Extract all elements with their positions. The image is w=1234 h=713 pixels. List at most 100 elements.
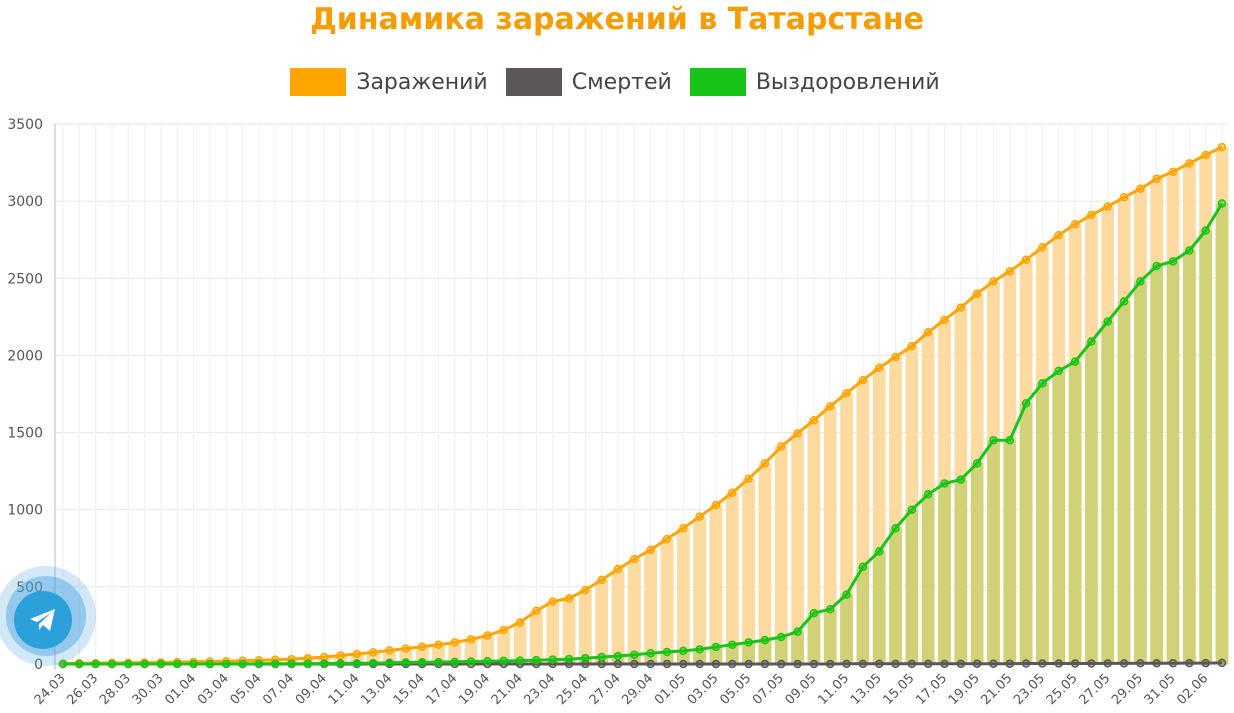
series-line-recovered-point: [205, 659, 215, 669]
bar-recovered: [1199, 230, 1213, 664]
bar-recovered: [693, 649, 707, 664]
x-tick-label: 15.05: [881, 671, 918, 708]
x-tick-label: 05.05: [717, 671, 754, 708]
bar-recovered: [1085, 341, 1098, 664]
series-line-recovered-point: [401, 658, 411, 667]
series-line-infected-point: [907, 341, 917, 351]
x-tick-label: 17.04: [424, 671, 461, 708]
bar-recovered: [791, 631, 804, 664]
y-tick-label: 3500: [7, 117, 43, 133]
series-line-recovered-point: [156, 659, 166, 669]
x-tick-label: 30.03: [130, 671, 167, 708]
series-line-recovered-point: [124, 659, 133, 669]
series-line-infected-point: [417, 642, 427, 651]
bar-recovered: [1182, 250, 1196, 664]
series-line-infected-point: [760, 459, 770, 468]
series-line-recovered-point: [711, 642, 721, 652]
x-tick-label: 21.04: [489, 671, 526, 708]
series-line-deaths-point: [809, 659, 819, 669]
series-line-infected-point: [385, 646, 394, 655]
series-line-recovered-point: [221, 659, 231, 669]
series-line-infected-point: [940, 315, 949, 325]
series-line-infected-point: [368, 648, 378, 657]
series-line-deaths-point: [662, 659, 672, 669]
series-line-recovered-point: [303, 659, 313, 668]
series-line-deaths-point: [1217, 658, 1227, 668]
x-tick-label: 09.05: [783, 671, 820, 708]
x-tick-label: 02.06: [1174, 671, 1211, 708]
series-line-recovered-point: [1087, 337, 1096, 346]
series-line-infected-point: [1217, 142, 1227, 152]
series-line-deaths-point: [825, 659, 835, 669]
bar-recovered: [660, 651, 674, 664]
x-tick-label: 07.04: [260, 671, 297, 708]
bar-recovered: [774, 637, 788, 664]
x-tick-label: 11.04: [326, 671, 363, 708]
series-line-deaths-point: [1152, 658, 1161, 668]
series-line-recovered-point: [613, 651, 623, 661]
bar-recovered: [497, 660, 511, 664]
series-line-deaths-point: [1185, 658, 1194, 668]
series-line-recovered-point: [515, 656, 525, 665]
series-line-infected-point: [891, 352, 900, 362]
series-line-infected-point: [858, 375, 868, 385]
series-line-recovered-point: [58, 659, 68, 669]
bar-recovered: [921, 494, 935, 664]
bar-infected: [513, 622, 527, 664]
series-line-recovered-point: [646, 648, 655, 658]
series-line-infected-point: [336, 651, 345, 660]
series-line-deaths-point: [760, 659, 770, 669]
x-tick-label: 01.05: [652, 671, 689, 708]
series-line-recovered-point: [1054, 366, 1064, 376]
series-line-infected-point: [483, 631, 492, 640]
series-line-recovered-point: [254, 659, 264, 669]
series-line-infected-point: [1185, 159, 1194, 168]
series-line-infected-point: [630, 554, 639, 564]
y-tick-label: 2000: [7, 348, 43, 364]
series-line-recovered-point: [695, 645, 704, 654]
series-line-recovered-point: [1201, 226, 1210, 235]
x-tick-label: 26.03: [64, 671, 101, 708]
bar-recovered: [1101, 321, 1115, 664]
series-line-deaths-point: [1070, 659, 1080, 668]
series-line-deaths-point: [940, 659, 949, 669]
x-tick-label: 25.04: [554, 671, 591, 708]
series-line-deaths-point: [891, 659, 900, 669]
series-line-deaths-point: [646, 659, 655, 669]
bar-infected: [448, 642, 462, 664]
bar-recovered: [1036, 383, 1049, 664]
legend-item-infected[interactable]: Заражений: [290, 68, 488, 96]
bar-recovered: [970, 463, 984, 664]
series-line-recovered-point: [842, 590, 851, 599]
bar-recovered: [513, 660, 527, 664]
bar-recovered: [530, 660, 543, 664]
x-tick-label: 29.05: [1109, 671, 1146, 708]
bar-infected: [464, 639, 478, 664]
series-line-recovered-point: [75, 659, 84, 669]
series-line-infected-point: [597, 575, 606, 585]
legend-item-deaths[interactable]: Смертей: [505, 68, 672, 96]
series-line-recovered-point: [1119, 297, 1129, 306]
series-line-deaths-point: [956, 659, 966, 669]
series-line-recovered-point: [352, 658, 362, 668]
series-line-infected-point: [1103, 202, 1112, 211]
bar-infected: [578, 589, 592, 664]
x-tick-label: 24.03: [32, 671, 69, 708]
telegram-button[interactable]: [14, 591, 72, 649]
bar-recovered: [1003, 440, 1017, 664]
series-line-recovered-point: [744, 638, 753, 647]
legend-item-recovered[interactable]: Выздоровлений: [689, 68, 940, 96]
bar-recovered: [823, 609, 837, 664]
series-line-infected-point: [1005, 267, 1015, 276]
bar-infected: [432, 644, 445, 664]
bar-infected: [693, 516, 707, 664]
x-tick-label: 03.05: [685, 671, 722, 708]
bar-recovered: [954, 479, 968, 664]
bar-recovered: [1134, 281, 1147, 664]
series-line-deaths-point: [923, 659, 933, 669]
series-line-infected-point: [646, 545, 655, 555]
series-line-deaths-point: [777, 659, 786, 669]
series-line-infected-point: [793, 429, 802, 438]
series-line-recovered-point: [319, 659, 329, 668]
